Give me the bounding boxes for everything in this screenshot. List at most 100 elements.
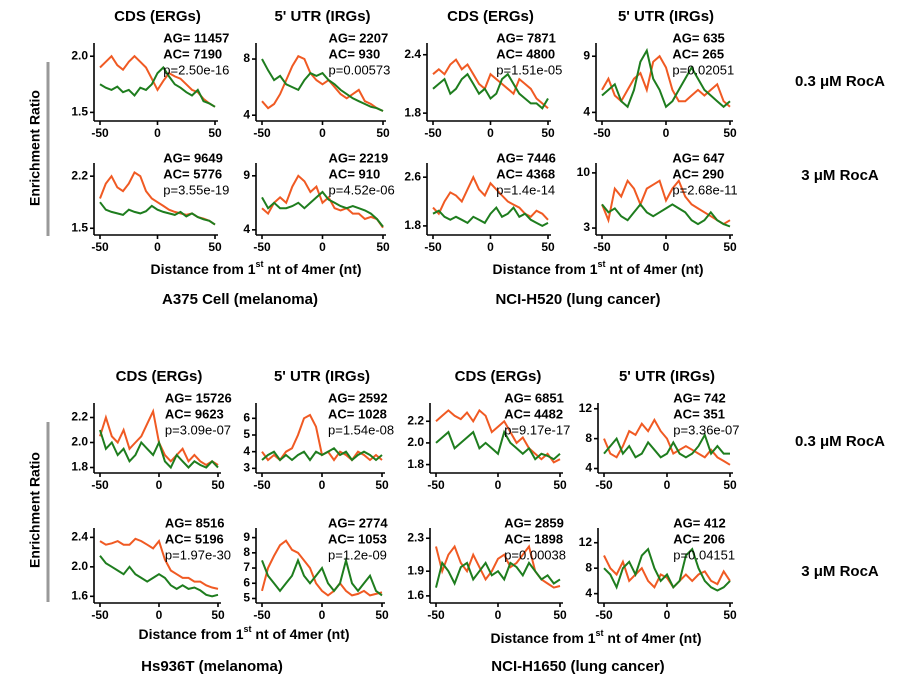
x-tick-label: -50 [593, 240, 611, 254]
x-tick-label: 50 [541, 240, 555, 254]
x-tick-label: -50 [253, 478, 271, 492]
x-tick-label: 0 [156, 608, 163, 622]
y-tick-label: 1.6 [407, 588, 424, 602]
y-tick-label: 2.6 [404, 169, 421, 183]
x-tick-label: 0 [664, 608, 671, 622]
data-line [99, 537, 219, 590]
panel-title: 5' UTR (IRGs) [618, 8, 714, 25]
data-line [261, 174, 384, 229]
annotation: AC= 910 [329, 166, 381, 181]
annotation: AG= 2592 [328, 390, 388, 405]
annotation: AC= 4482 [504, 406, 563, 421]
annotation: AG= 8516 [165, 515, 225, 530]
y-tick-label: 3 [243, 461, 250, 475]
panel-title: 5' UTR (IRGs) [619, 368, 715, 385]
annotation: p=0.02051 [672, 62, 734, 77]
x-tick-label: -50 [253, 608, 271, 622]
x-label-sup: st [596, 628, 604, 638]
x-tick-label: 50 [553, 608, 567, 622]
x-tick-label: 50 [376, 126, 390, 140]
annotation: p=0.04151 [673, 547, 735, 562]
annotation: p=2.68e-11 [672, 182, 737, 197]
cell-line: A375 Cell (melanoma) [162, 291, 318, 308]
x-tick-label: 0 [663, 240, 670, 254]
annotation: p=0.00573 [329, 62, 391, 77]
y-tick-label: 9 [243, 168, 250, 182]
x-tick-label: 50 [375, 608, 389, 622]
panel-title: 5' UTR (IRGs) [274, 8, 370, 25]
y-tick-label: 2.4 [404, 47, 421, 61]
y-tick-label: 1.6 [71, 588, 88, 602]
x-tick-label: -50 [424, 240, 442, 254]
data-line [601, 202, 731, 228]
x-tick-label: -50 [91, 240, 109, 254]
annotation: p=1.2e-09 [328, 547, 387, 562]
y-tick-label: 6 [243, 411, 250, 425]
data-line [261, 556, 383, 597]
x-axis-label: Distance from 1st nt of 4mer (nt) [492, 259, 703, 276]
x-label-part: nt of 4mer (nt) [606, 261, 704, 277]
annotation: AC= 265 [672, 46, 724, 61]
annotation: AG= 2774 [328, 515, 388, 530]
data-line [99, 65, 216, 108]
panel-title: CDS (ERGs) [116, 368, 203, 385]
annotation: p=1.4e-14 [496, 182, 555, 197]
x-tick-label: 50 [208, 126, 222, 140]
annotation: AG= 7871 [496, 30, 556, 45]
annotation: AC= 351 [673, 406, 725, 421]
x-tick-label: 0 [495, 478, 502, 492]
x-tick-label: 50 [723, 608, 737, 622]
y-tick-label: 12 [579, 535, 593, 549]
x-tick-label: 50 [553, 478, 567, 492]
annotation: AG= 412 [673, 515, 725, 530]
y-tick-label: 1.9 [407, 563, 424, 577]
x-tick-label: 0 [319, 608, 326, 622]
x-axis-label: Distance from 1st nt of 4mer (nt) [490, 628, 701, 645]
x-tick-label: -50 [427, 478, 445, 492]
x-tick-label: 50 [211, 478, 225, 492]
x-label-part: Distance from 1 [492, 261, 597, 277]
x-tick-label: -50 [91, 478, 109, 492]
x-axis-label: Distance from 1st nt of 4mer (nt) [150, 259, 361, 276]
x-tick-label: 50 [723, 126, 737, 140]
y-tick-label: 1.8 [407, 457, 424, 471]
y-tick-label: 4 [243, 107, 250, 121]
x-label-part: Distance from 1 [490, 630, 595, 646]
annotation: p=0.00038 [504, 547, 566, 562]
y-tick-label: 4 [585, 461, 592, 475]
data-line [435, 408, 561, 464]
annotation: p=3.55e-19 [163, 182, 229, 197]
x-tick-label: 50 [376, 240, 390, 254]
annotation: AG= 647 [672, 150, 724, 165]
data-line [261, 539, 383, 597]
annotation: p=3.09e-07 [165, 422, 231, 437]
annotation: AC= 7190 [163, 46, 222, 61]
y-axis-label: Enrichment Ratio [27, 90, 43, 206]
y-tick-label: 2.0 [407, 435, 424, 449]
annotation: AG= 635 [672, 30, 724, 45]
data-line [261, 447, 383, 462]
y-tick-label: 1.8 [404, 218, 421, 232]
x-tick-label: -50 [91, 608, 109, 622]
y-tick-label: 2.3 [407, 530, 424, 544]
data-line [435, 560, 561, 588]
annotation: AG= 6851 [504, 390, 564, 405]
x-tick-label: -50 [595, 478, 613, 492]
x-tick-label: -50 [253, 126, 271, 140]
panel-title: CDS (ERGs) [455, 368, 542, 385]
y-axis-label: Enrichment Ratio [27, 452, 43, 568]
x-axis-label: Distance from 1st nt of 4mer (nt) [138, 624, 349, 641]
y-tick-label: 1.8 [71, 460, 88, 474]
data-line [603, 555, 731, 590]
x-tick-label: 0 [663, 126, 670, 140]
y-tick-label: 4 [243, 222, 250, 236]
y-tick-label: 9 [583, 48, 590, 62]
y-tick-label: 1.8 [404, 105, 421, 119]
x-tick-label: -50 [595, 608, 613, 622]
y-tick-label: 8 [585, 431, 592, 445]
annotation: p=1.54e-08 [328, 422, 394, 437]
y-tick-label: 5 [243, 427, 250, 441]
x-tick-label: 50 [723, 240, 737, 254]
data-line [601, 47, 731, 109]
